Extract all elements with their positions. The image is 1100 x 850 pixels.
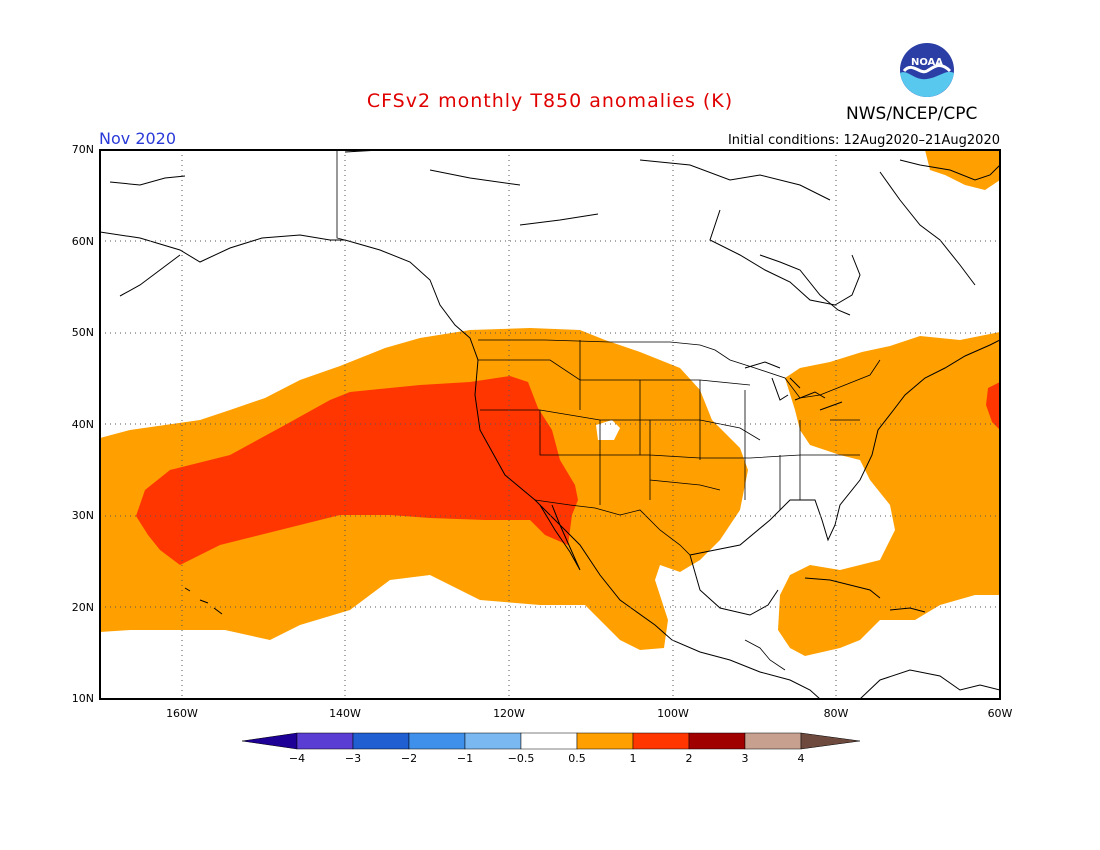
colorbar-label-minus1: −1 — [456, 752, 474, 765]
colorbar-swatch-1 — [296, 732, 354, 750]
colorbar-swatch-5 — [520, 732, 578, 750]
coastline-north-america — [344, 239, 1000, 699]
lon-label-160w: 160W — [166, 707, 198, 720]
lat-label-30n: 30N — [71, 509, 94, 522]
colorbar — [241, 732, 861, 750]
colorbar-label-minus3: −3 — [344, 752, 362, 765]
colorbar-swatch-3 — [408, 732, 466, 750]
border-alaska-canada — [336, 150, 346, 241]
agency-label: NWS/NCEP/CPC — [846, 104, 978, 124]
border-central-america — [744, 639, 786, 671]
colorbar-label-2: 2 — [685, 752, 693, 765]
anomaly-region-orange-north — [925, 150, 1000, 190]
colorbar-label-4: 4 — [797, 752, 805, 765]
colorbar-swatch-2 — [352, 732, 410, 750]
border-us-canada — [478, 339, 881, 399]
coastline-hispaniola — [889, 607, 926, 613]
lon-label-80w: 80W — [823, 707, 849, 720]
coastline-greenland — [899, 159, 1000, 181]
colorbar-swatch-6 — [576, 732, 634, 750]
coastline-hawaii — [184, 587, 223, 615]
colorbar-swatch-9 — [744, 732, 802, 750]
colorbar-label-0-5: 0.5 — [568, 752, 586, 765]
colorbar-swatch-7 — [632, 732, 690, 750]
anomaly-region-orange-atlantic — [778, 332, 1000, 656]
lon-label-60w: 60W — [987, 707, 1013, 720]
border-us-states — [478, 340, 860, 510]
lat-label-20n: 20N — [71, 601, 94, 614]
coastline-alaska — [100, 175, 345, 297]
map-title: CFSv2 monthly T850 anomalies (K) — [366, 90, 734, 112]
lon-label-100w: 100W — [657, 707, 689, 720]
colorbar-label-1: 1 — [629, 752, 637, 765]
great-lakes — [744, 361, 843, 411]
forecast-month: Nov 2020 — [99, 129, 177, 148]
lon-label-120w: 120W — [493, 707, 525, 720]
anomaly-region-red-atlantic — [986, 382, 1000, 430]
colorbar-swatch-8 — [688, 732, 746, 750]
anomaly-hole-colorado — [596, 420, 620, 440]
coastline-hudson-bay — [759, 254, 851, 316]
coastline-arctic — [344, 150, 976, 306]
colorbar-label-minus2: −2 — [400, 752, 418, 765]
initial-conditions: Initial conditions: 12Aug2020–21Aug2020 — [727, 133, 1000, 148]
lat-label-40n: 40N — [71, 418, 94, 431]
lat-label-50n: 50N — [71, 326, 94, 339]
border-us-mexico — [534, 499, 691, 556]
colorbar-swatch-4 — [464, 732, 522, 750]
colorbar-label-minus4: −4 — [288, 752, 306, 765]
colorbar-label-3: 3 — [741, 752, 749, 765]
noaa-logo-text: NOAA — [911, 57, 943, 68]
lon-label-140w: 140W — [329, 707, 361, 720]
lat-label-60n: 60N — [71, 235, 94, 248]
coastline-south-america — [859, 669, 1000, 699]
colorbar-swatch-10 — [800, 732, 861, 750]
anomaly-region-red-pacific — [136, 376, 578, 565]
coastline-cuba — [804, 577, 881, 599]
map-frame — [99, 149, 1001, 700]
lat-label-10n: 10N — [71, 692, 94, 705]
coastline-baja — [539, 504, 581, 571]
noaa-logo: NOAA — [900, 43, 954, 97]
colorbar-swatch-0 — [241, 732, 298, 750]
colorbar-label-minus0-5: −0.5 — [507, 752, 535, 765]
lat-label-70n: 70N — [71, 143, 94, 156]
map-gridlines — [100, 150, 1000, 699]
